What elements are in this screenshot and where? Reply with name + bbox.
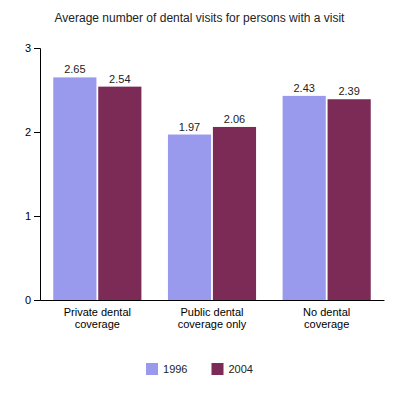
legend-item: 2004 [212,363,253,375]
tick-label: 2 [25,126,31,138]
axis-line [34,49,41,301]
tick-label: 1 [25,210,31,222]
tick-mark [34,300,40,301]
tick-mark [34,216,40,217]
legend-item: 1996 [146,363,187,375]
tick-label-line: coverage only [178,318,247,330]
legend-label: 1996 [163,363,187,375]
tick: 0 [25,294,40,306]
bars [53,77,370,300]
legend-swatch [146,363,158,375]
y-axis: 0 1 2 3 [25,42,41,306]
tick-label: Private dentalcoverage [64,306,131,331]
bar [168,135,211,300]
data-label: 2.54 [109,73,130,85]
tick: No dentalcoverage [303,306,350,331]
tick: 3 [25,42,40,54]
tick-label: 0 [25,294,31,306]
tick-label: Public dentalcoverage only [178,306,247,331]
data-label: 2.39 [338,85,359,97]
tick-label-line: Public dental [181,306,244,318]
chart: Average number of dental visits for pers… [0,0,399,395]
tick-mark [34,48,40,49]
plot: 0123Private dentalcoveragePublic dentalc… [25,42,385,330]
bar [53,77,96,300]
data-label: 2.65 [64,63,85,75]
data-label: 2.43 [293,82,314,94]
bar [283,96,326,300]
tick: Public dentalcoverage only [178,306,247,331]
tick: 1 [25,210,40,222]
tick-mark [34,132,40,133]
legend-label: 2004 [229,363,253,375]
tick: Private dentalcoverage [64,306,131,331]
bar [213,127,256,300]
data-label: 1.97 [179,121,200,133]
legend: 1996 2004 [146,363,253,375]
tick-label: No dentalcoverage [303,306,350,331]
title: Average number of dental visits for pers… [55,11,346,25]
bar [98,87,141,300]
tick-label-line: coverage [75,318,120,330]
data-label: 2.06 [224,113,245,125]
x-axis: Private dentalcoveragePublic dentalcover… [41,301,385,331]
bar [328,99,371,300]
tick-label-line: coverage [304,318,349,330]
tick-label-line: Private dental [64,306,131,318]
tick: 2 [25,126,40,138]
data-labels: 2.65 1.97 2.43 2.54 2.06 2.39 [64,63,360,132]
tick-label: 3 [25,42,31,54]
axis-line [41,300,385,301]
legend-swatch [212,363,224,375]
tick-label-line: No dental [303,306,350,318]
